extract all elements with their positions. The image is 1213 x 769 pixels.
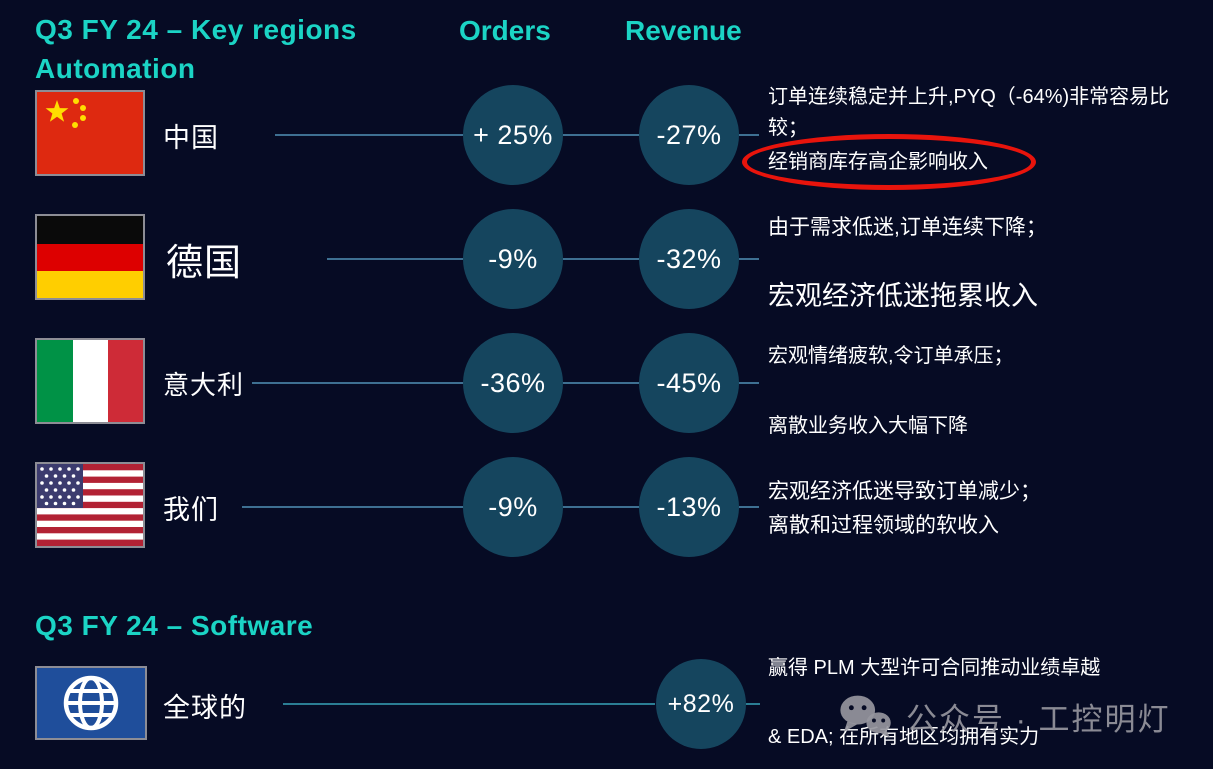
orders-bubble-germany: -9%: [463, 209, 563, 309]
note-china-1: 订单连续稳定并上升,PYQ（-64%)非常容易比较；: [768, 86, 1170, 139]
note-italy-1: 宏观情绪疲软,令订单承压；: [768, 345, 1014, 367]
note-us-2: 离散和过程领域的软收入: [768, 514, 999, 537]
connector-line: [563, 382, 639, 384]
note-italy-2: 离散业务收入大幅下降: [768, 415, 968, 437]
revenue-bubble-us: -13%: [639, 457, 739, 557]
connector-line: [739, 258, 759, 260]
connector-line: [563, 134, 639, 136]
orders-bubble-china: + 25%: [463, 85, 563, 185]
page-title-line2: Automation: [35, 53, 196, 84]
connector-line: [739, 382, 759, 384]
connector-line: [739, 134, 759, 136]
revenue-bubble-germany: -32%: [639, 209, 739, 309]
connector-line: [242, 506, 463, 508]
wechat-icon: [840, 695, 891, 738]
region-label-germany: 德国: [166, 242, 242, 283]
china-flag: [35, 90, 145, 176]
note-us-1: 宏观经济低迷导致订单减少；: [768, 480, 1041, 503]
note-software-2: & EDA; 在所有地区均拥有实力: [768, 726, 1040, 748]
globe-tile: [35, 666, 147, 740]
region-label-us: 我们: [163, 494, 219, 525]
connector-line: [563, 506, 639, 508]
region-label-china: 中国: [163, 122, 219, 153]
connector-line: [746, 703, 760, 705]
connector-line: [739, 506, 759, 508]
globe-icon: [63, 675, 119, 731]
germany-flag: [35, 214, 145, 300]
note-china-2: 经销商库存高企影响收入: [768, 151, 988, 173]
orders-column-header: Orders: [459, 15, 551, 46]
connector-line: [252, 382, 463, 384]
page-title-line1: Q3 FY 24 – Key regions: [35, 14, 357, 45]
note-germany-1: 由于需求低迷,订单连续下降；: [768, 216, 1047, 239]
software-section-title: Q3 FY 24 – Software: [35, 610, 314, 641]
usa-flag: [35, 462, 145, 548]
italy-flag: [35, 338, 145, 424]
watermark-text: 公众号 · 工控明灯: [906, 702, 1171, 737]
connector-line: [563, 258, 639, 260]
connector-line: [327, 258, 463, 260]
note-software-1: 赢得 PLM 大型许可合同推动业绩卓越: [768, 657, 1101, 679]
region-label-global: 全球的: [163, 692, 247, 723]
orders-bubble-us: -9%: [463, 457, 563, 557]
orders-bubble-global: +82%: [656, 659, 746, 749]
note-germany-2: 宏观经济低迷拖累收入: [768, 281, 1038, 311]
connector-line: [283, 703, 655, 705]
region-label-italy: 意大利: [163, 369, 245, 400]
orders-bubble-italy: -36%: [463, 333, 563, 433]
connector-line: [275, 134, 463, 136]
revenue-column-header: Revenue: [625, 15, 742, 46]
watermark: 公众号 · 工控明灯: [838, 694, 1171, 739]
revenue-bubble-italy: -45%: [639, 333, 739, 433]
page-title: Q3 FY 24 – Key regions Automation: [35, 10, 357, 88]
revenue-bubble-china: -27%: [639, 85, 739, 185]
